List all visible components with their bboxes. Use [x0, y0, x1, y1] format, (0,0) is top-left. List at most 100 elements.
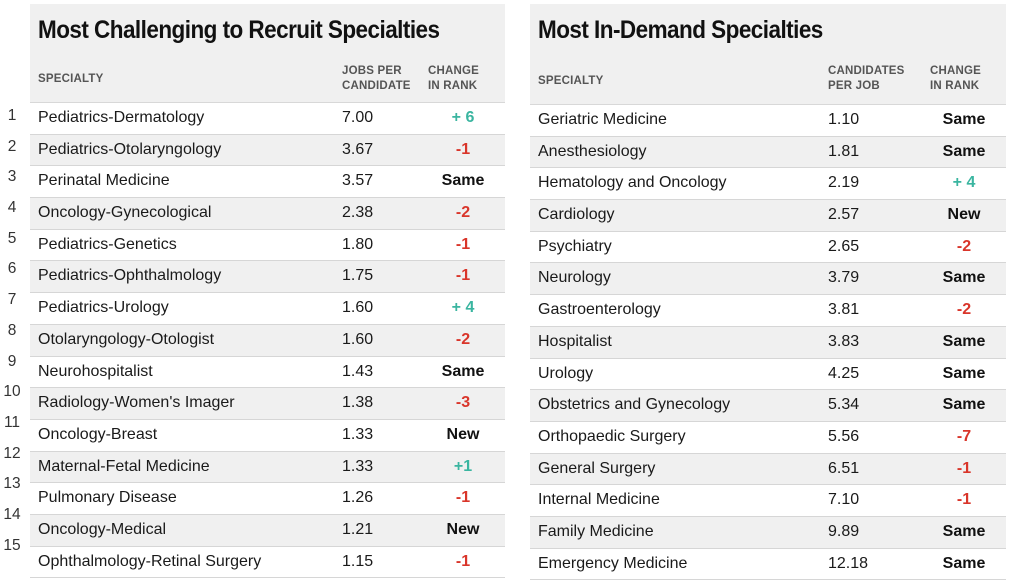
- rank-number: 8: [7, 321, 17, 339]
- demand-table-title: Most In-Demand Specialties: [538, 16, 823, 44]
- table-row: Obstetrics and Gynecology 5.34 Same: [530, 390, 1006, 422]
- specialty-name: Neurology: [538, 269, 611, 287]
- specialty-name: Radiology-Women's Imager: [38, 394, 235, 412]
- ratio-value: 1.43: [342, 362, 374, 380]
- ratio-value: 1.33: [342, 457, 374, 475]
- rank-number: 6: [7, 260, 17, 278]
- table-row: Geriatric Medicine 1.10 Same: [530, 105, 1006, 137]
- rank-change: Same: [441, 362, 485, 380]
- ratio-value: 1.81: [828, 142, 860, 160]
- rank-change: New: [947, 206, 981, 224]
- rank-number: 1: [7, 107, 17, 124]
- table-row: Oncology-Medical 1.21 New: [30, 514, 505, 547]
- rank-change: -1: [956, 459, 972, 477]
- rank-change: + 4: [451, 299, 475, 317]
- table-row: Radiology-Women's Imager 1.38 -3: [30, 388, 505, 420]
- specialty-name: Hospitalist: [538, 332, 612, 350]
- specialty-name: Obstetrics and Gynecology: [538, 396, 731, 414]
- specialty-name: Anesthesiology: [538, 142, 647, 160]
- specialty-name: Cardiology: [538, 206, 615, 224]
- ratio-value: 3.83: [828, 332, 860, 350]
- table-row: Pediatrics-Urology 1.60 + 4: [30, 293, 505, 325]
- rank-change: Same: [942, 332, 986, 350]
- col-header-jobs-per-candidate: JOBS PER CANDIDATE: [342, 65, 411, 92]
- specialty-name: Orthopaedic Surgery: [538, 427, 686, 445]
- col-header-specialty: SPECIALTY: [538, 75, 604, 87]
- rank-change: Same: [942, 269, 986, 287]
- specialty-name: Pediatrics-Ophthalmology: [38, 267, 222, 285]
- table-row: Oncology-Breast 1.33 New: [30, 420, 505, 452]
- rank-number: 9: [7, 352, 17, 370]
- specialty-name: Pulmonary Disease: [38, 489, 177, 507]
- specialty-name: Urology: [538, 364, 594, 382]
- demand-title-bar: Most In-Demand Specialties: [530, 4, 1006, 56]
- specialty-name: Ophthalmology-Retinal Surgery: [38, 552, 262, 570]
- rank-number: 7: [7, 291, 17, 309]
- rank-change: New: [446, 520, 480, 538]
- table-row: Gastroenterology 3.81 -2: [530, 295, 1006, 327]
- rank-column: 1 2 3 4 5 6 7 8 9 10 11 12 13 14 15: [0, 101, 24, 561]
- specialty-name: Geriatric Medicine: [538, 111, 667, 128]
- table-row: Ophthalmology-Retinal Surgery 1.15 -1: [30, 547, 505, 579]
- rank-change: -2: [455, 204, 471, 222]
- recruit-table-title: Most Challenging to Recruit Specialties: [38, 16, 440, 44]
- ratio-value: 2.38: [342, 204, 374, 222]
- specialty-name: Family Medicine: [538, 522, 654, 540]
- rank-number: 12: [3, 444, 21, 462]
- ratio-value: 2.65: [828, 237, 860, 255]
- specialty-name: Maternal-Fetal Medicine: [38, 457, 210, 475]
- ratio-value: 5.34: [828, 396, 860, 414]
- table-row: Orthopaedic Surgery 5.56 -7: [530, 422, 1006, 454]
- table-row: Oncology-Gynecological 2.38 -2: [30, 198, 505, 230]
- rank-change: -2: [956, 237, 972, 255]
- ratio-value: 12.18: [828, 554, 869, 572]
- table-row: Psychiatry 2.65 -2: [530, 232, 1006, 264]
- ratio-value: 1.26: [342, 489, 374, 507]
- ratio-value: 1.60: [342, 299, 374, 317]
- col-header-change-in-rank: CHANGE IN RANK: [930, 65, 982, 92]
- ratio-value: 7.10: [828, 491, 860, 509]
- rank-number: 5: [7, 229, 17, 247]
- specialty-name: Neurohospitalist: [38, 362, 153, 380]
- specialty-name: Hematology and Oncology: [538, 174, 727, 192]
- ratio-value: 3.67: [342, 140, 374, 158]
- specialty-name: Psychiatry: [538, 237, 612, 255]
- rank-change: Same: [942, 522, 986, 540]
- rank-change: -1: [455, 552, 471, 570]
- demand-rows: Geriatric Medicine 1.10 Same Anesthesiology…: [530, 105, 1006, 580]
- specialty-name: Pediatrics-Otolaryngology: [38, 140, 222, 158]
- table-row: Pediatrics-Ophthalmology 1.75 -1: [30, 261, 505, 294]
- ratio-value: 1.38: [342, 394, 374, 412]
- table-row: Pediatrics-Otolaryngology 3.67 -1: [30, 134, 505, 167]
- specialty-name: Oncology-Medical: [38, 520, 167, 538]
- table-row: Internal Medicine 7.10 -1: [530, 485, 1006, 517]
- specialty-name: Internal Medicine: [538, 491, 660, 509]
- ratio-value: 3.81: [828, 301, 860, 319]
- rank-change: Same: [441, 172, 485, 190]
- demand-table: Most In-Demand Specialties SPECIALTY CAN…: [530, 4, 1006, 580]
- specialty-name: Oncology-Breast: [38, 425, 158, 443]
- recruit-header-row: SPECIALTY JOBS PER CANDIDATE CHANGE IN R…: [30, 56, 505, 103]
- ratio-value: 7.00: [342, 109, 374, 126]
- rank-change: Same: [942, 554, 986, 572]
- rank-change: -3: [455, 394, 471, 412]
- specialty-name: Oncology-Gynecological: [38, 204, 212, 222]
- table-row: General Surgery 6.51 -1: [530, 453, 1006, 486]
- table-row: Maternal-Fetal Medicine 1.33 +1: [30, 451, 505, 484]
- table-row: Hospitalist 3.83 Same: [530, 326, 1006, 359]
- ratio-value: 2.57: [828, 206, 860, 224]
- table-row: Anesthesiology 1.81 Same: [530, 136, 1006, 169]
- ratio-value: 1.75: [342, 267, 374, 285]
- recruit-rows: Pediatrics-Dermatology 7.00 + 6 Pediatrics-…: [30, 103, 505, 579]
- ratio-value: 1.21: [342, 520, 374, 538]
- table-row: Neurohospitalist 1.43 Same: [30, 357, 505, 389]
- col-header-change-in-rank: CHANGE IN RANK: [428, 65, 480, 92]
- rank-number: 3: [7, 168, 17, 186]
- specialty-name: Gastroenterology: [538, 301, 661, 319]
- table-row: Neurology 3.79 Same: [530, 263, 1006, 296]
- specialty-name: Pediatrics-Genetics: [38, 235, 177, 253]
- specialty-name: Pediatrics-Dermatology: [38, 109, 205, 126]
- rank-change: -2: [956, 301, 972, 319]
- rank-number: 10: [3, 383, 21, 401]
- specialty-name: Perinatal Medicine: [38, 172, 170, 190]
